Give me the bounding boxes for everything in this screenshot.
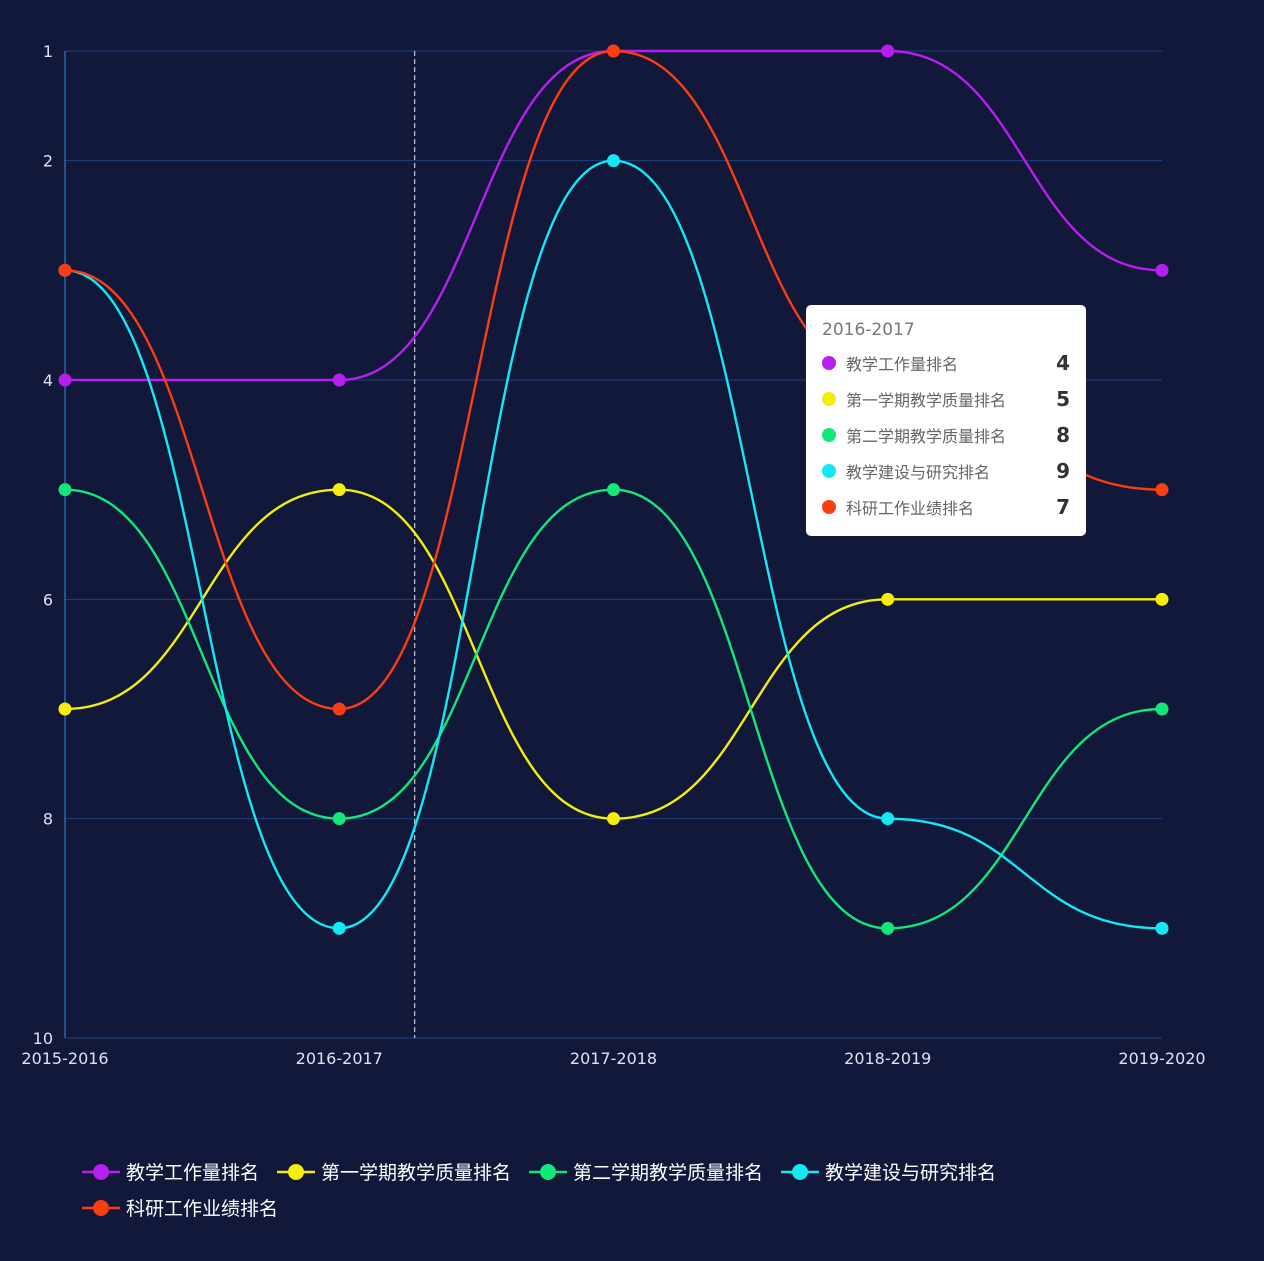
data-point[interactable] (58, 263, 72, 277)
tooltip-row: 第一学期教学质量排名 5 (822, 381, 1070, 417)
tooltip-series-name: 第二学期教学质量排名 (846, 427, 1007, 446)
series-line (64, 488, 1162, 820)
tooltip-row: 科研工作业绩排名 7 (822, 489, 1070, 525)
data-point[interactable] (881, 592, 895, 606)
legend-label: 科研工作业绩排名 (126, 1198, 278, 1220)
data-point[interactable] (607, 812, 620, 826)
data-point[interactable] (1155, 921, 1169, 935)
series-line (64, 159, 1163, 930)
data-point[interactable] (58, 373, 72, 387)
data-point[interactable] (58, 702, 72, 716)
data-point[interactable] (332, 373, 346, 387)
legend-item[interactable]: 第一学期教学质量排名 (277, 1162, 511, 1184)
tooltip-series-name: 第一学期教学质量排名 (846, 391, 1007, 410)
data-point[interactable] (332, 483, 346, 497)
legend-item[interactable]: 教学工作量排名 (82, 1162, 259, 1184)
data-point[interactable] (1155, 702, 1169, 716)
x-tick-label: 2019-2020 (1118, 1049, 1205, 1068)
data-point[interactable] (1155, 592, 1169, 606)
data-point[interactable] (58, 483, 72, 497)
legend-marker-icon (288, 1164, 305, 1180)
data-point[interactable] (881, 44, 895, 58)
x-tick-label: 2015-2016 (21, 1049, 108, 1068)
tooltip-value: 5 (1056, 387, 1070, 411)
tooltip: 2016-2017 教学工作量排名 4 第一学期教学质量排名 5 第二学期教学质… (806, 305, 1086, 536)
tooltip-dot (822, 464, 836, 478)
tooltip-value: 9 (1056, 459, 1070, 483)
legend-marker-icon (792, 1164, 809, 1180)
legend-marker-icon (540, 1164, 557, 1180)
data-point[interactable] (881, 812, 895, 826)
tooltip-value: 4 (1056, 351, 1070, 375)
data-point[interactable] (1155, 483, 1169, 497)
x-tick-label: 2016-2017 (296, 1049, 383, 1068)
tooltip-dot (822, 428, 836, 442)
x-tick-label: 2017-2018 (570, 1049, 657, 1068)
y-tick-label: 1 (43, 42, 53, 61)
legend-label: 第二学期教学质量排名 (573, 1162, 763, 1184)
legend-item[interactable]: 第二学期教学质量排名 (529, 1162, 763, 1184)
data-point[interactable] (1155, 263, 1169, 277)
legend-marker-icon (93, 1164, 109, 1180)
data-point[interactable] (332, 812, 346, 826)
series-2 (58, 483, 1169, 935)
tooltip-dot (822, 392, 836, 406)
tooltip-dot (822, 356, 836, 370)
y-tick-label: 4 (43, 371, 53, 390)
legend-label: 教学建设与研究排名 (825, 1162, 996, 1184)
tooltip-series-name: 教学工作量排名 (846, 355, 959, 374)
legend-label: 教学工作量排名 (126, 1162, 259, 1184)
tooltip-dot (822, 500, 836, 514)
tooltip-row: 教学建设与研究排名 9 (822, 453, 1070, 489)
grid-lines (65, 50, 1162, 1039)
legend: 教学工作量排名 第一学期教学质量排名 第二学期教学质量排名 教学建设与研究排名科研工作… (82, 1162, 996, 1220)
data-point[interactable] (881, 921, 895, 935)
series-1 (58, 483, 1169, 826)
legend-item[interactable]: 教学建设与研究排名 (781, 1162, 996, 1184)
legend-label: 第一学期教学质量排名 (321, 1162, 511, 1184)
x-tick-label: 2018-2019 (844, 1049, 931, 1068)
tooltip-value: 7 (1056, 495, 1070, 519)
tooltip-row: 第二学期教学质量排名 8 (822, 417, 1070, 453)
data-point[interactable] (607, 44, 620, 58)
legend-item[interactable]: 科研工作业绩排名 (82, 1198, 278, 1220)
y-tick-label: 8 (43, 810, 53, 829)
legend-marker-icon (93, 1200, 109, 1216)
data-point[interactable] (332, 702, 346, 716)
y-tick-label: 6 (43, 590, 53, 609)
data-point[interactable] (607, 483, 620, 497)
tooltip-title: 2016-2017 (822, 320, 915, 340)
y-tick-label: 2 (43, 152, 53, 171)
data-point[interactable] (607, 154, 620, 168)
tooltip-value: 8 (1056, 423, 1070, 447)
tooltip-series-name: 教学建设与研究排名 (846, 463, 991, 482)
y-tick-label: 10 (33, 1029, 53, 1048)
series-lines (58, 44, 1169, 935)
data-point[interactable] (332, 921, 346, 935)
tooltip-row: 教学工作量排名 4 (822, 345, 1070, 381)
tooltip-series-name: 科研工作业绩排名 (846, 499, 975, 518)
